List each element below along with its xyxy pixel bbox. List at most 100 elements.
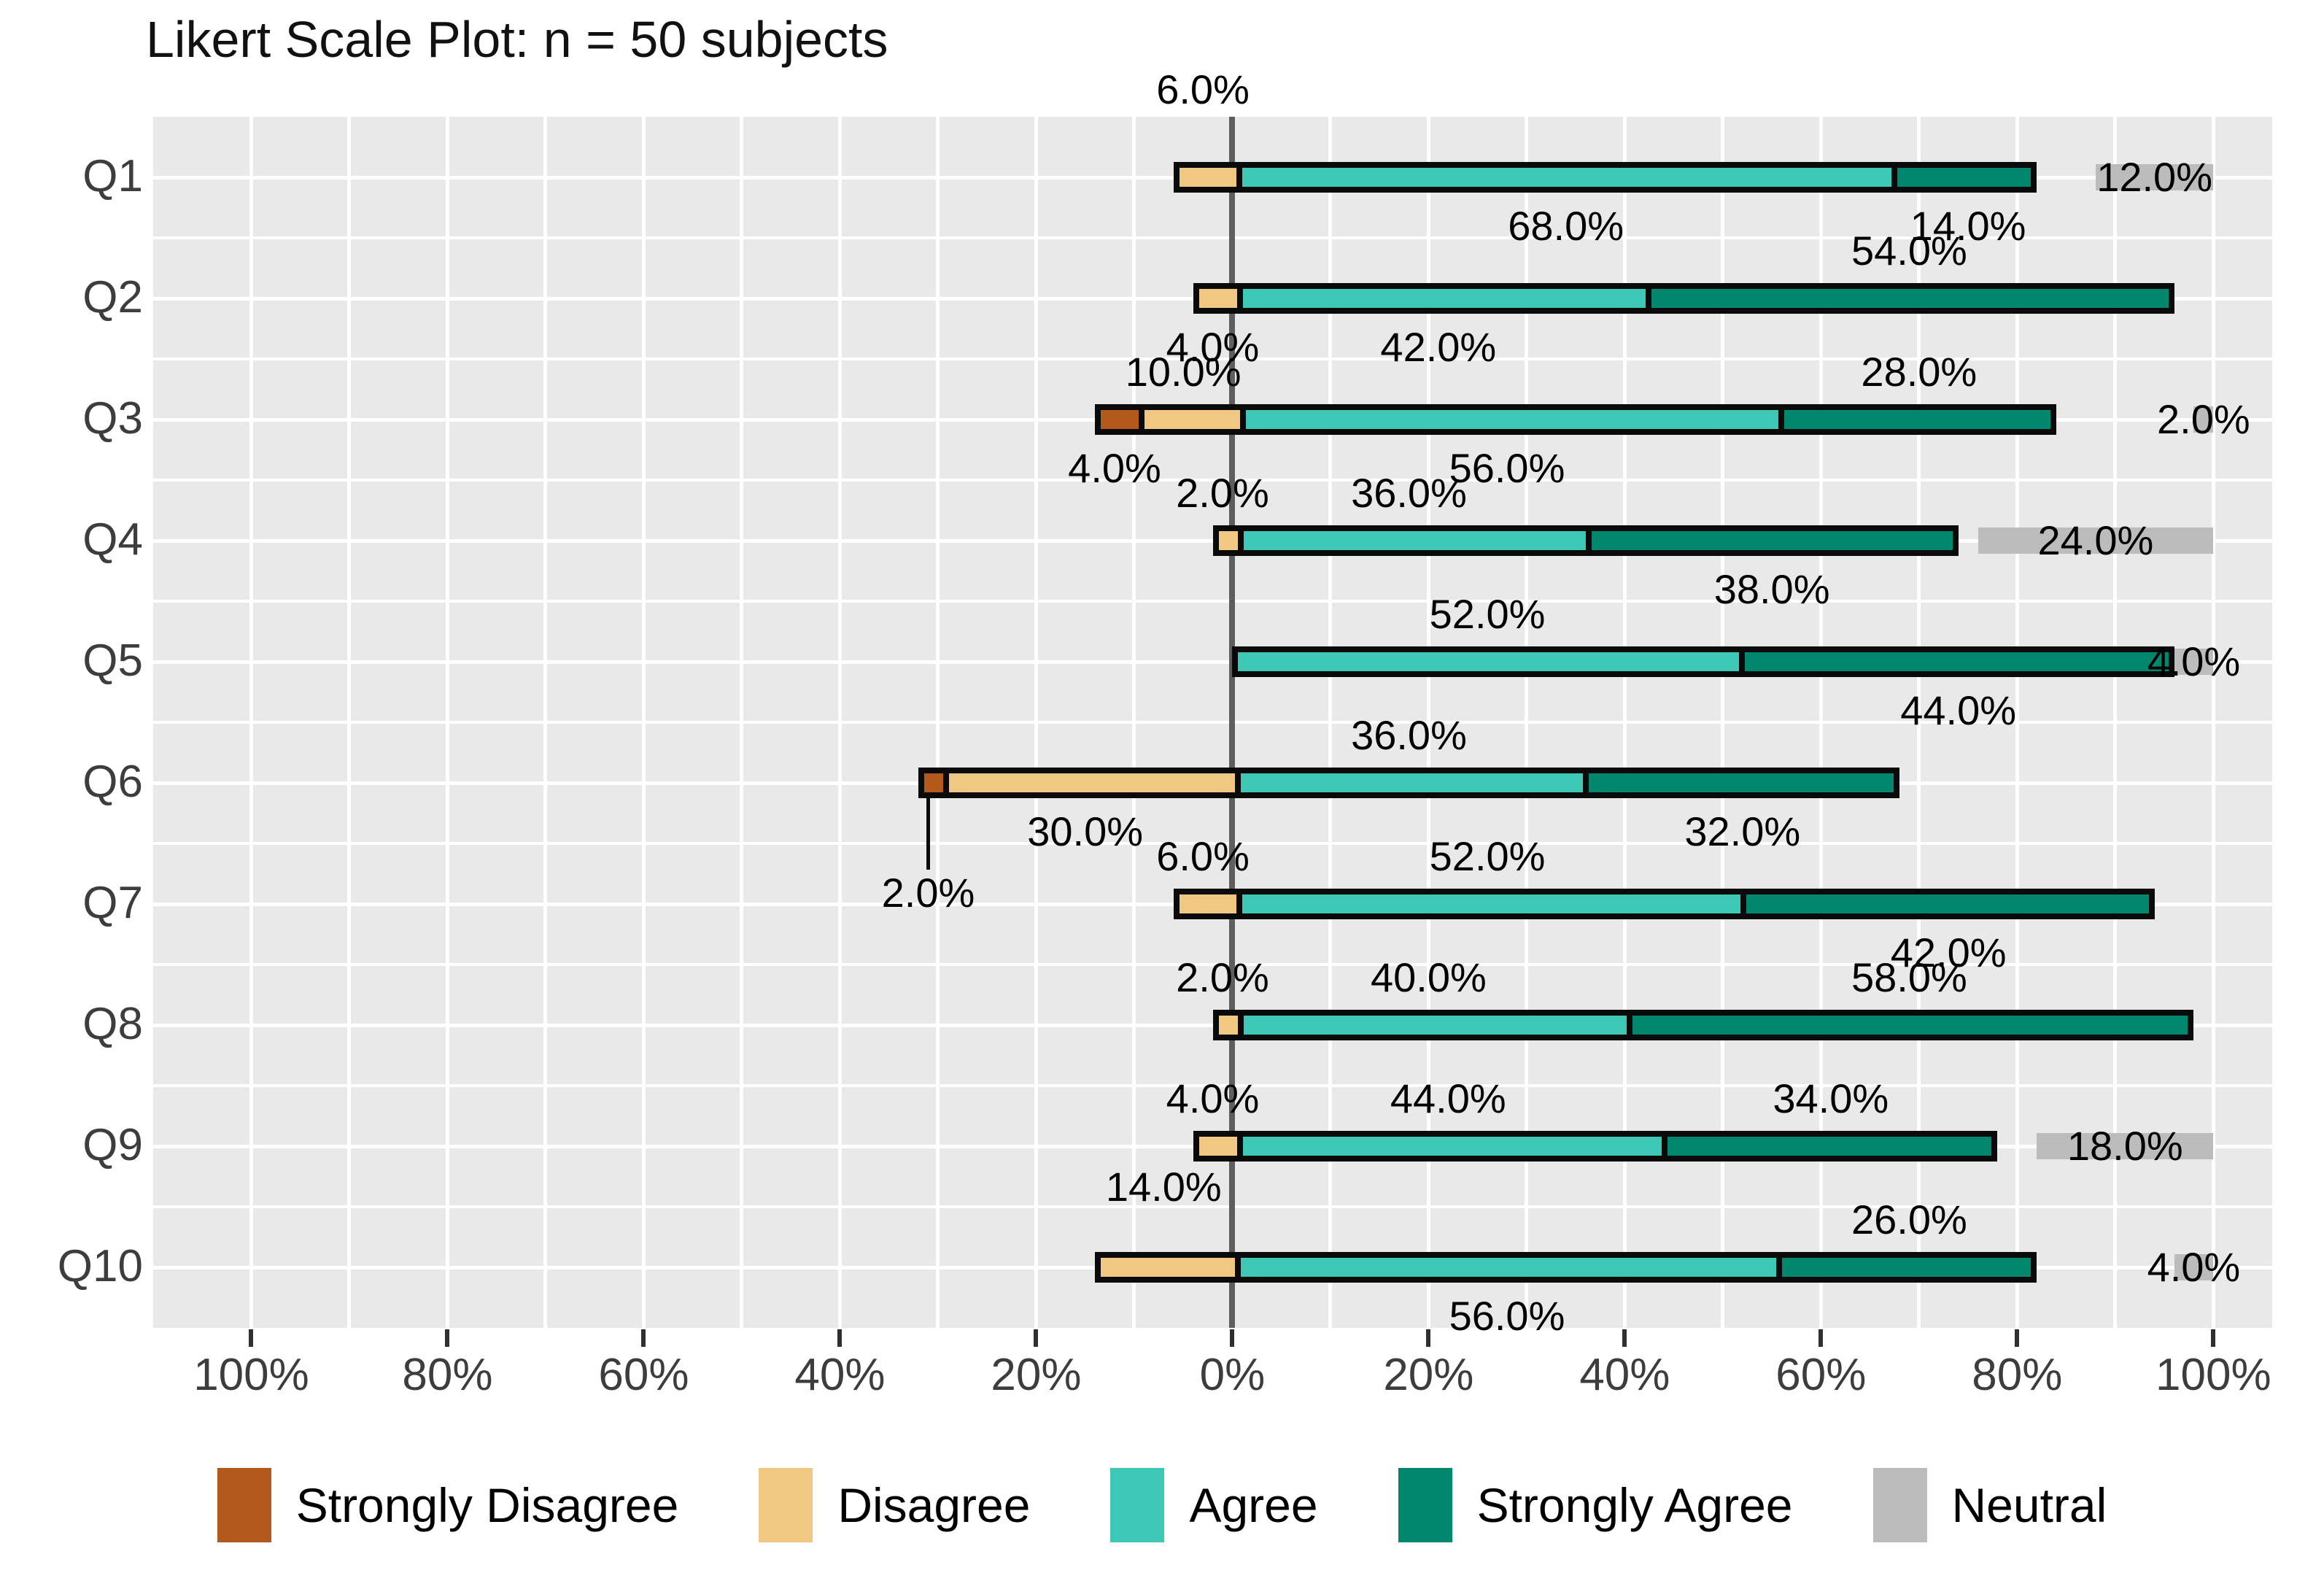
bar-segment-strongly-agree bbox=[1778, 410, 2051, 429]
legend-swatch-disagree bbox=[759, 1468, 813, 1542]
segment-label: 28.0% bbox=[1861, 349, 1978, 395]
bar-segment-strongly-agree bbox=[1776, 1258, 2031, 1277]
segment-label: 26.0% bbox=[1851, 1197, 1967, 1242]
legend: Strongly Disagree Disagree Agree Strongly A… bbox=[0, 1458, 2324, 1553]
legend-swatch-strongly-agree bbox=[1398, 1468, 1452, 1542]
bar-segment-strongly-agree bbox=[1738, 652, 2169, 671]
row-label-q10: Q10 bbox=[57, 1241, 143, 1291]
likert-bar bbox=[918, 768, 1899, 798]
bar-segment-disagree bbox=[1101, 1258, 1235, 1277]
neutral-bar bbox=[2095, 164, 2214, 190]
axis-tick bbox=[837, 1329, 843, 1347]
segment-label: 58.0% bbox=[1851, 954, 1967, 1000]
bar-segment-strongly-agree bbox=[1585, 531, 1953, 550]
legend-swatch-neutral bbox=[1872, 1468, 1927, 1542]
segment-label: 6.0% bbox=[1156, 833, 1250, 879]
axis-tick-label: 40% bbox=[1579, 1350, 1670, 1400]
row-label-q3: Q3 bbox=[82, 393, 143, 444]
segment-label: 44.0% bbox=[1900, 687, 2017, 733]
likert-bar bbox=[1095, 1252, 2037, 1283]
legend-swatch-agree bbox=[1110, 1468, 1165, 1542]
legend-label: Agree bbox=[1189, 1478, 1318, 1532]
legend-label: Neutral bbox=[1951, 1478, 2107, 1532]
axis-tick bbox=[1622, 1329, 1627, 1347]
segment-label: 68.0% bbox=[1508, 203, 1624, 249]
segment-label: 4.0% bbox=[1068, 445, 1161, 491]
segment-label: 12.0% bbox=[2096, 154, 2213, 200]
horizontal-gridline-minor bbox=[153, 1084, 2272, 1087]
segment-label: 54.0% bbox=[1851, 228, 1967, 274]
likert-bar bbox=[1095, 404, 2057, 435]
segment-label: 38.0% bbox=[1713, 566, 1830, 612]
bar-segment-strongly-agree bbox=[1662, 1137, 1992, 1156]
leader-line bbox=[926, 798, 930, 870]
bar-segment-disagree bbox=[1218, 531, 1238, 550]
axis-tick bbox=[1818, 1329, 1824, 1347]
axis-tick-label: 80% bbox=[402, 1350, 493, 1400]
row-label-q7: Q7 bbox=[82, 878, 143, 928]
segment-label: 42.0% bbox=[1890, 930, 2007, 975]
segment-label: 40.0% bbox=[1370, 954, 1487, 1000]
row-label-q5: Q5 bbox=[82, 635, 143, 686]
bar-segment-strongly-agree bbox=[1645, 289, 2169, 308]
bar-segment-agree bbox=[1237, 289, 1646, 308]
segment-label: 52.0% bbox=[1429, 833, 1546, 879]
axis-tick bbox=[1230, 1329, 1235, 1347]
axis-tick-label: 80% bbox=[1972, 1350, 2063, 1400]
axis-tick bbox=[2015, 1329, 2020, 1347]
legend-item-neutral: Neutral bbox=[1872, 1468, 2107, 1542]
segment-label: 4.0% bbox=[1166, 324, 1260, 370]
bar-segment-agree bbox=[1237, 531, 1586, 550]
bar-segment-strongly-agree bbox=[1891, 168, 2031, 187]
bar-segment-agree bbox=[1238, 652, 1739, 671]
horizontal-gridline-minor bbox=[153, 600, 2272, 603]
axis-tick-label: 40% bbox=[794, 1350, 886, 1400]
bar-segment-disagree bbox=[1218, 1016, 1238, 1035]
bar-segment-agree bbox=[1236, 168, 1892, 187]
legend-item-agree: Agree bbox=[1110, 1468, 1318, 1542]
axis-tick-label: 0% bbox=[1199, 1350, 1266, 1400]
segment-label: 14.0% bbox=[1910, 203, 2026, 249]
segment-label: 2.0% bbox=[2157, 396, 2250, 442]
neutral-bar bbox=[2174, 649, 2214, 675]
segment-label: 56.0% bbox=[1449, 1293, 1565, 1339]
horizontal-gridline-minor bbox=[153, 236, 2272, 239]
horizontal-gridline-minor bbox=[153, 842, 2272, 845]
axis-tick-label: 60% bbox=[598, 1350, 689, 1400]
axis-tick bbox=[641, 1329, 646, 1347]
segment-label: 4.0% bbox=[2147, 1244, 2241, 1290]
row-label-q2: Q2 bbox=[82, 272, 143, 322]
legend-label: Disagree bbox=[837, 1478, 1031, 1532]
segment-label: 2.0% bbox=[881, 870, 975, 916]
legend-item-disagree: Disagree bbox=[759, 1468, 1030, 1542]
segment-label: 44.0% bbox=[1390, 1075, 1506, 1121]
axis-tick-label: 100% bbox=[193, 1350, 309, 1400]
horizontal-gridline-minor bbox=[153, 358, 2272, 360]
likert-bar bbox=[1212, 525, 1959, 556]
axis-tick bbox=[1426, 1329, 1431, 1347]
segment-label: 56.0% bbox=[1449, 445, 1565, 491]
segment-label: 4.0% bbox=[1166, 1075, 1260, 1121]
legend-item-strongly-disagree: Strongly Disagree bbox=[217, 1468, 679, 1542]
segment-label: 32.0% bbox=[1684, 808, 1801, 854]
bar-segment-strongly-agree bbox=[1740, 894, 2149, 913]
segment-label: 52.0% bbox=[1429, 591, 1546, 637]
neutral-bar bbox=[2193, 406, 2214, 433]
axis-tick-label: 60% bbox=[1775, 1350, 1867, 1400]
bar-segment-agree bbox=[1236, 894, 1741, 913]
horizontal-gridline-minor bbox=[153, 479, 2272, 482]
neutral-bar bbox=[2174, 1254, 2214, 1280]
neutral-bar bbox=[2037, 1133, 2214, 1159]
axis-tick bbox=[2211, 1329, 2216, 1347]
bar-segment-strongly-agree bbox=[1583, 773, 1894, 792]
segment-label: 36.0% bbox=[1351, 712, 1467, 758]
segment-label: 30.0% bbox=[1027, 808, 1144, 854]
horizontal-gridline-minor bbox=[153, 1205, 2272, 1208]
bar-segment-agree bbox=[1234, 1258, 1777, 1277]
axis-tick bbox=[249, 1329, 254, 1347]
legend-label: Strongly Disagree bbox=[295, 1478, 679, 1532]
segment-label: 18.0% bbox=[2067, 1123, 2183, 1169]
row-label-q1: Q1 bbox=[82, 151, 143, 201]
segment-label: 10.0% bbox=[1125, 349, 1242, 395]
axis-tick-label: 20% bbox=[991, 1350, 1082, 1400]
